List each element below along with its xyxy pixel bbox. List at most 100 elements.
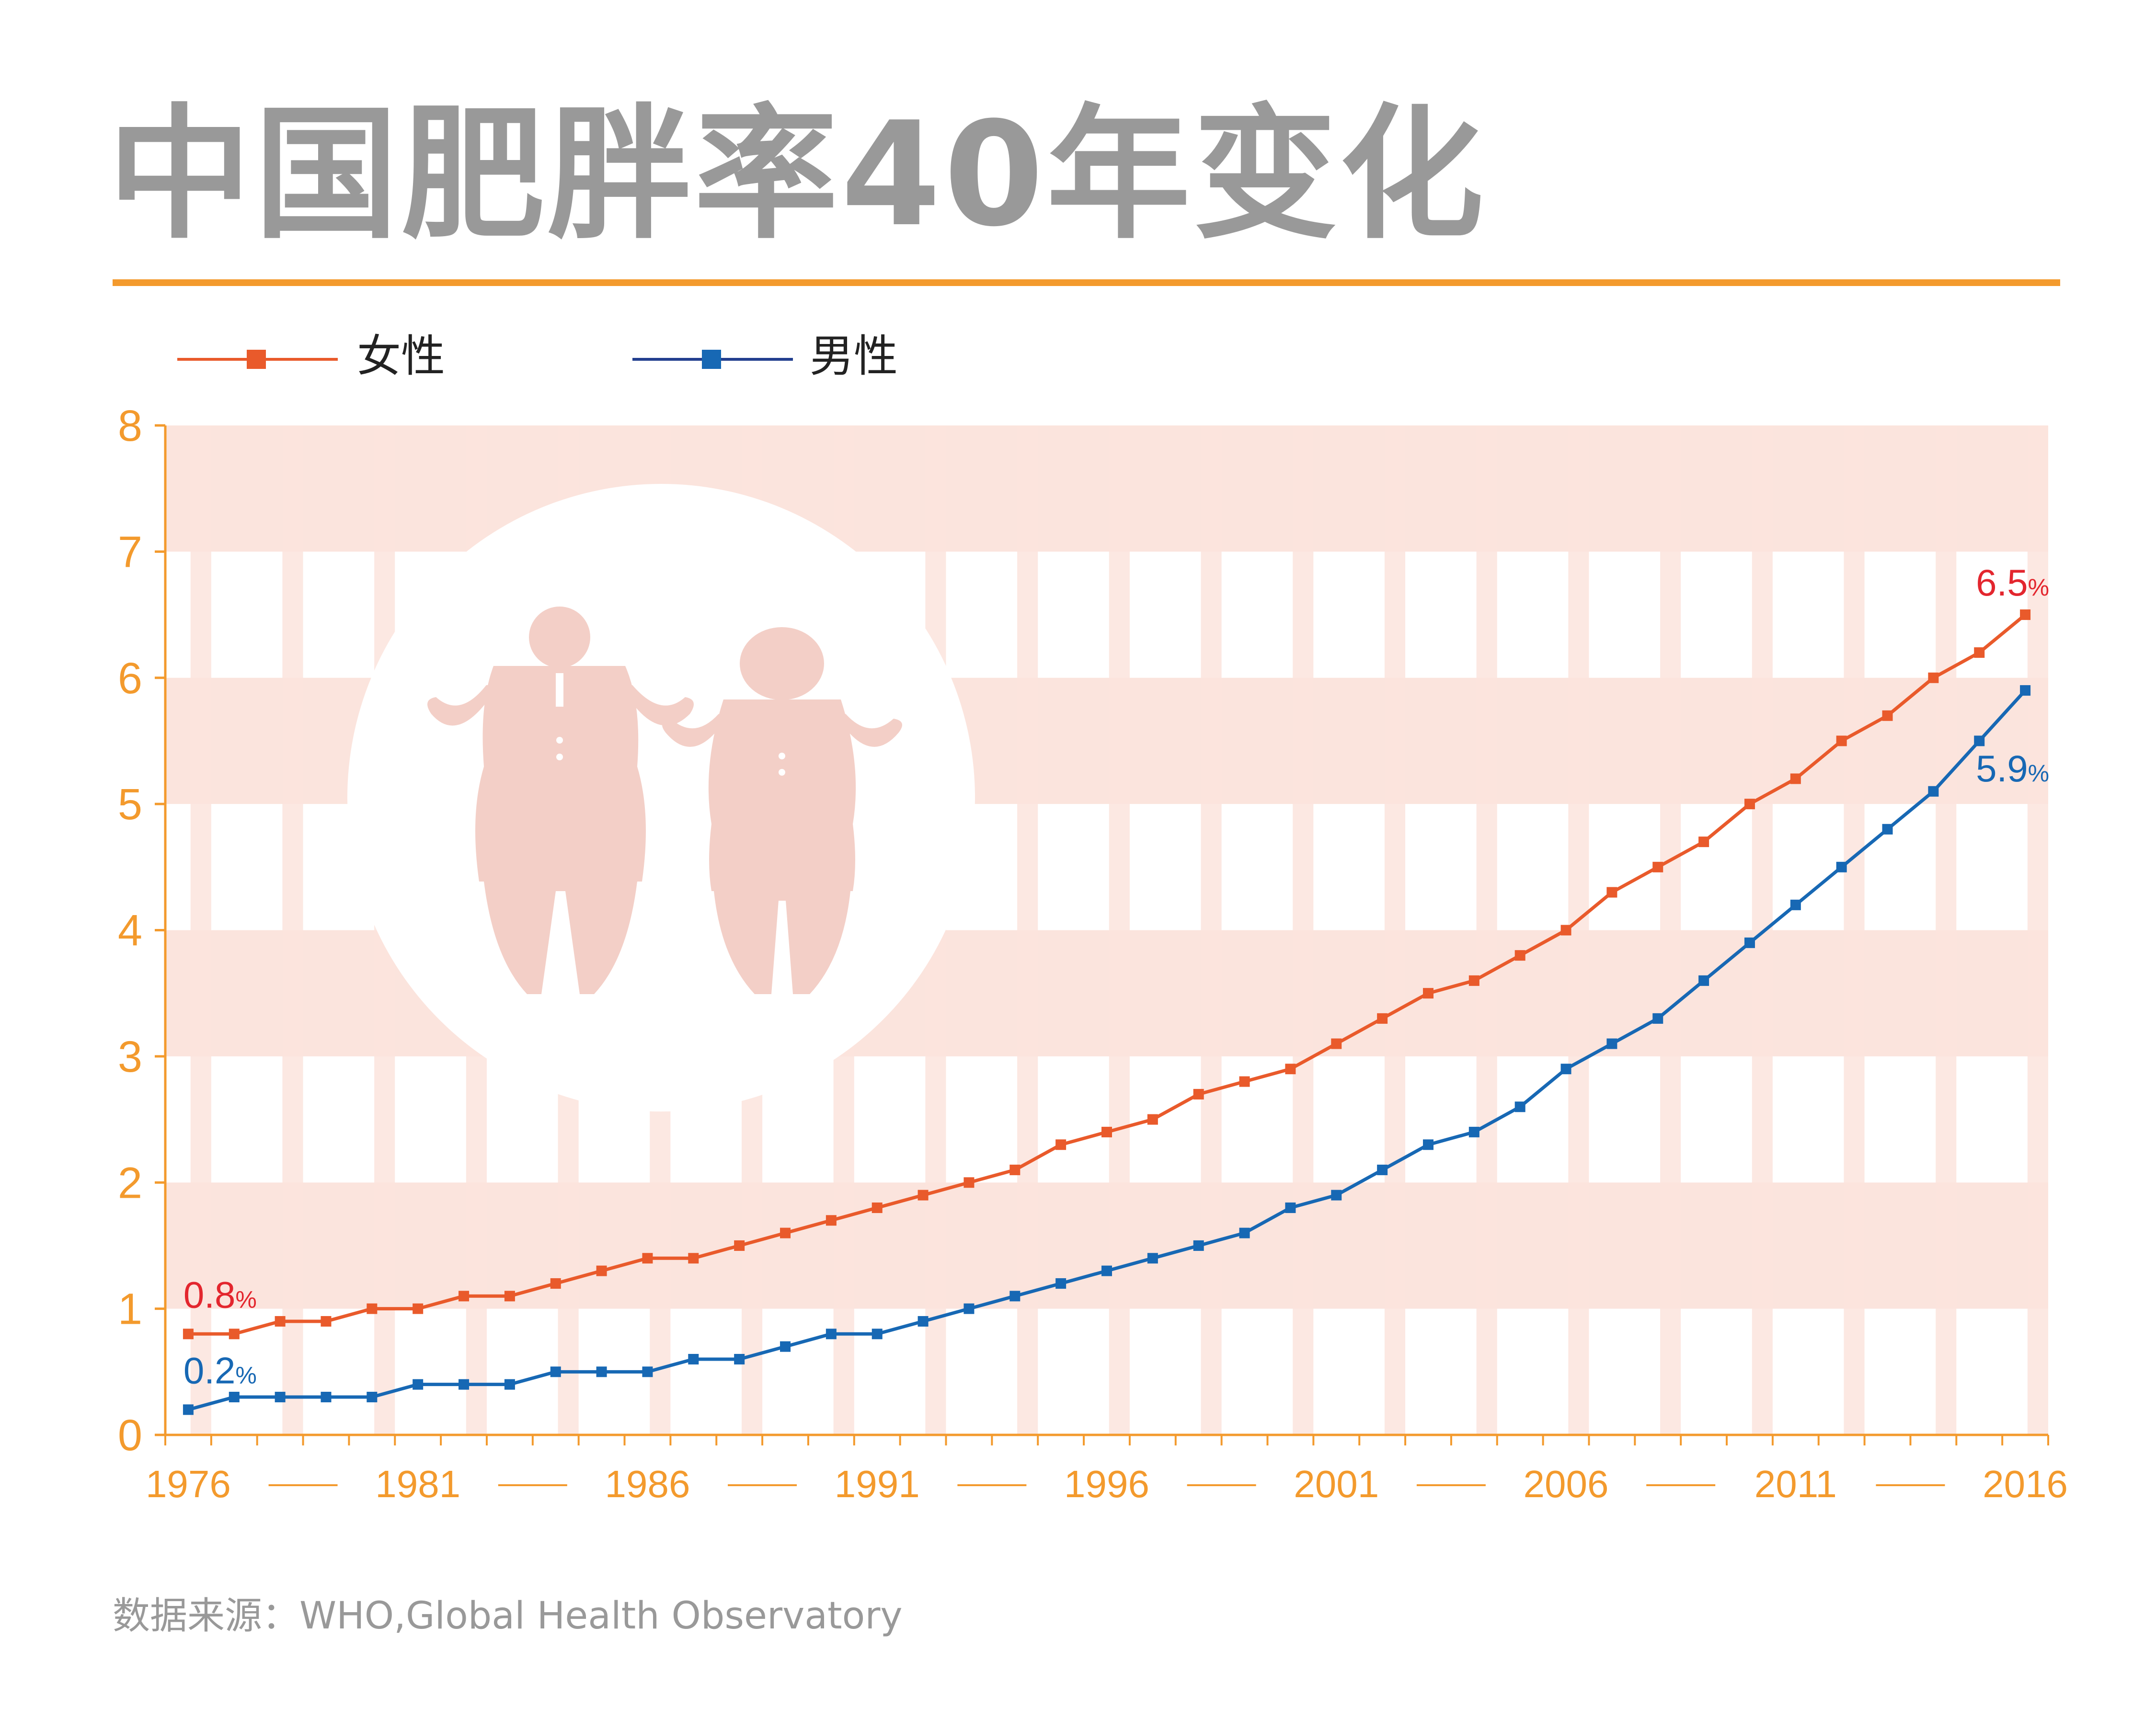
vertical-band: [1752, 425, 1773, 1435]
data-point-male: [413, 1379, 424, 1390]
data-point-male: [1744, 937, 1755, 948]
button-dot: [779, 753, 785, 759]
data-point-male: [1974, 735, 1985, 746]
data-point-female: [1285, 1064, 1296, 1075]
data-point-female: [1101, 1126, 1112, 1137]
x-tick-label: 1981: [375, 1463, 460, 1505]
illustration-circle: [347, 484, 975, 1112]
data-point-female: [1606, 887, 1617, 898]
vertical-band: [1201, 425, 1222, 1435]
data-point-female: [1377, 1013, 1388, 1024]
y-tick-label: 2: [118, 1158, 142, 1207]
data-point-male: [1560, 1064, 1571, 1075]
data-point-female: [1193, 1089, 1204, 1100]
series-lines: [183, 609, 2031, 1415]
data-point-female: [1514, 950, 1525, 961]
x-tick-label: 1976: [146, 1463, 231, 1505]
y-tick-label: 1: [118, 1285, 142, 1334]
data-point-male: [1790, 899, 1801, 910]
data-point-female: [1882, 710, 1893, 721]
y-tick-label: 4: [118, 906, 142, 955]
data-point-male: [321, 1391, 332, 1402]
data-point-male: [504, 1379, 515, 1390]
vertical-band: [1476, 425, 1497, 1435]
data-point-male: [1698, 975, 1709, 986]
data-point-female: [1928, 672, 1939, 683]
data-point-female: [1974, 647, 1985, 658]
data-point-male: [1239, 1227, 1250, 1238]
vertical-band: [1936, 425, 1957, 1435]
data-point-male: [1101, 1265, 1112, 1276]
data-point-male: [1606, 1038, 1617, 1049]
page-title: 中国肥胖率40年变化: [108, 91, 1487, 258]
data-point-male: [275, 1391, 286, 1402]
data-point-male: [550, 1366, 561, 1377]
vertical-band: [282, 425, 303, 1435]
legend-label-male: 男性: [810, 331, 898, 382]
data-point-male: [1055, 1278, 1067, 1289]
data-point-male: [1193, 1240, 1204, 1251]
annotation-male-first: 0.2%: [183, 1349, 257, 1391]
data-point-male: [229, 1391, 240, 1402]
data-point-male: [872, 1329, 883, 1340]
data-point-female: [1331, 1038, 1342, 1049]
data-point-female: [1147, 1114, 1158, 1125]
legend-marker-female: [247, 350, 266, 369]
data-point-female: [459, 1291, 470, 1302]
vertical-band: [1660, 425, 1681, 1435]
data-point-male: [1652, 1013, 1663, 1024]
data-point-male: [1836, 861, 1847, 872]
data-point-female: [1468, 975, 1479, 986]
data-point-male: [963, 1303, 975, 1314]
data-point-male: [1285, 1202, 1296, 1213]
data-point-male: [642, 1366, 653, 1377]
x-tick-label: 2006: [1524, 1463, 1609, 1505]
y-tick-label: 3: [118, 1032, 142, 1081]
data-point-female: [1790, 773, 1801, 784]
y-tick-label: 6: [118, 654, 142, 703]
data-point-male: [1882, 824, 1893, 835]
data-point-female: [1698, 837, 1709, 848]
data-point-male: [1331, 1190, 1342, 1201]
data-point-male: [1147, 1253, 1158, 1264]
data-point-female: [413, 1303, 424, 1314]
data-annotations: 0.8% 0.2% 6.5% 5.9%: [183, 562, 2049, 1391]
data-point-female: [642, 1253, 653, 1264]
data-point-female: [780, 1227, 791, 1238]
data-point-male: [183, 1404, 194, 1415]
legend-label-female: 女性: [357, 331, 446, 382]
data-point-male: [367, 1391, 378, 1402]
data-point-female: [688, 1253, 699, 1264]
x-tick-label: 1991: [835, 1463, 920, 1505]
x-tick-label: 2001: [1294, 1463, 1379, 1505]
legend-marker-male: [702, 350, 721, 369]
vertical-band: [1109, 425, 1130, 1435]
data-point-male: [459, 1379, 470, 1390]
vertical-band: [1293, 425, 1314, 1435]
chart-legend: [177, 350, 793, 369]
data-point-female: [1836, 735, 1847, 746]
woman-figure-icon: [662, 627, 902, 994]
data-point-female: [872, 1202, 883, 1213]
button-dot: [779, 769, 785, 776]
data-point-male: [688, 1353, 699, 1364]
data-point-female: [1009, 1164, 1021, 1175]
data-point-female: [1744, 799, 1755, 810]
tie-icon: [556, 673, 563, 707]
x-tick-label: 2011: [1755, 1463, 1837, 1505]
data-point-female: [275, 1316, 286, 1327]
data-point-female: [229, 1329, 240, 1340]
data-point-female: [1239, 1076, 1250, 1087]
data-point-female: [321, 1316, 332, 1327]
x-axis-tick-labels: 1976 1981 1986 1991 1996 2001 2006 2011 2016: [146, 1463, 2068, 1505]
y-tick-label: 8: [118, 401, 142, 450]
data-point-male: [1377, 1164, 1388, 1175]
data-point-male: [2020, 685, 2031, 696]
vertical-band: [190, 425, 211, 1435]
data-point-male: [826, 1329, 837, 1340]
data-point-male: [1928, 786, 1939, 797]
chart-axes: [155, 424, 2049, 1445]
annotation-female-first: 0.8%: [183, 1273, 257, 1316]
vertical-band: [1017, 425, 1038, 1435]
